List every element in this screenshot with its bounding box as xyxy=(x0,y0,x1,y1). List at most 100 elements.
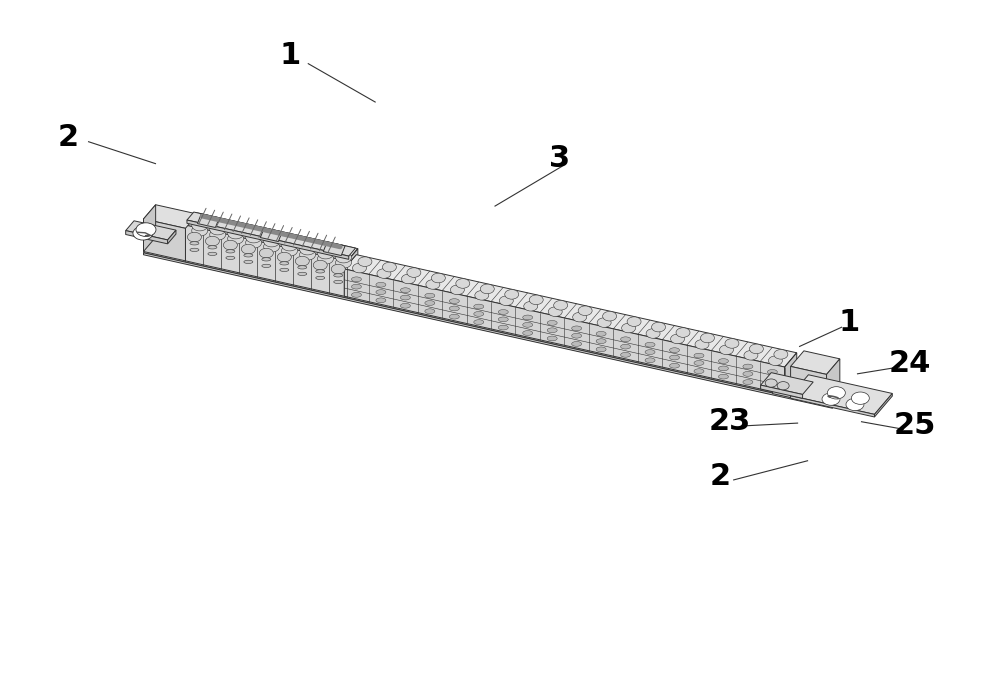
Circle shape xyxy=(431,273,445,283)
Ellipse shape xyxy=(767,377,777,381)
Circle shape xyxy=(136,223,156,237)
Circle shape xyxy=(407,268,421,277)
Ellipse shape xyxy=(645,350,655,355)
Ellipse shape xyxy=(316,276,325,279)
Polygon shape xyxy=(143,204,198,228)
Ellipse shape xyxy=(767,370,777,375)
Ellipse shape xyxy=(645,342,655,347)
Circle shape xyxy=(774,350,788,359)
Polygon shape xyxy=(773,390,803,401)
Circle shape xyxy=(277,252,291,262)
Ellipse shape xyxy=(523,331,533,335)
Polygon shape xyxy=(785,353,797,394)
Circle shape xyxy=(426,280,440,289)
Ellipse shape xyxy=(316,270,325,273)
Polygon shape xyxy=(185,213,358,261)
Circle shape xyxy=(554,300,568,310)
Polygon shape xyxy=(187,212,356,256)
Circle shape xyxy=(205,236,219,246)
Ellipse shape xyxy=(280,262,289,265)
Polygon shape xyxy=(827,359,840,403)
Circle shape xyxy=(597,318,611,327)
Circle shape xyxy=(851,392,869,404)
Circle shape xyxy=(573,312,587,322)
Ellipse shape xyxy=(351,284,361,289)
Polygon shape xyxy=(197,214,219,228)
Ellipse shape xyxy=(694,369,704,374)
Circle shape xyxy=(646,329,660,338)
Circle shape xyxy=(318,248,334,259)
Circle shape xyxy=(475,291,489,300)
Ellipse shape xyxy=(547,328,557,333)
Circle shape xyxy=(282,240,298,251)
Ellipse shape xyxy=(262,258,271,261)
Circle shape xyxy=(352,263,366,273)
Circle shape xyxy=(768,356,782,366)
Ellipse shape xyxy=(498,325,508,330)
Circle shape xyxy=(192,220,208,231)
Ellipse shape xyxy=(596,339,606,344)
Ellipse shape xyxy=(621,353,631,357)
Ellipse shape xyxy=(208,252,217,255)
Circle shape xyxy=(480,284,494,294)
Ellipse shape xyxy=(425,293,435,298)
Polygon shape xyxy=(126,221,176,240)
Circle shape xyxy=(210,224,226,235)
Ellipse shape xyxy=(351,277,361,282)
Polygon shape xyxy=(791,396,874,417)
Ellipse shape xyxy=(425,300,435,305)
Ellipse shape xyxy=(694,353,704,358)
Circle shape xyxy=(548,307,562,316)
Polygon shape xyxy=(143,253,833,408)
Circle shape xyxy=(133,226,153,240)
Ellipse shape xyxy=(474,304,484,309)
Circle shape xyxy=(336,252,352,263)
Ellipse shape xyxy=(298,272,307,276)
Ellipse shape xyxy=(449,306,459,311)
Ellipse shape xyxy=(190,241,199,245)
Text: 24: 24 xyxy=(888,349,931,378)
Ellipse shape xyxy=(208,246,217,249)
Ellipse shape xyxy=(449,298,459,303)
Circle shape xyxy=(246,232,262,243)
Circle shape xyxy=(300,244,316,255)
Ellipse shape xyxy=(298,265,307,269)
Circle shape xyxy=(241,244,255,254)
Circle shape xyxy=(627,317,641,327)
Circle shape xyxy=(846,399,864,411)
Ellipse shape xyxy=(474,320,484,324)
Polygon shape xyxy=(344,255,797,367)
Polygon shape xyxy=(344,269,785,394)
Ellipse shape xyxy=(334,274,343,277)
Ellipse shape xyxy=(767,385,777,390)
Ellipse shape xyxy=(670,355,680,360)
Ellipse shape xyxy=(425,309,435,314)
Polygon shape xyxy=(761,385,803,399)
Circle shape xyxy=(313,260,327,270)
Text: 1: 1 xyxy=(280,41,301,70)
Circle shape xyxy=(331,264,345,274)
Circle shape xyxy=(228,233,244,244)
Circle shape xyxy=(223,240,237,250)
Circle shape xyxy=(450,285,464,295)
Ellipse shape xyxy=(547,336,557,341)
Ellipse shape xyxy=(334,281,343,283)
Polygon shape xyxy=(347,248,358,297)
Circle shape xyxy=(282,245,298,256)
Ellipse shape xyxy=(572,333,582,338)
Text: 23: 23 xyxy=(709,407,751,436)
Circle shape xyxy=(676,328,690,338)
Ellipse shape xyxy=(498,317,508,322)
Ellipse shape xyxy=(547,320,557,325)
Circle shape xyxy=(264,236,280,247)
Circle shape xyxy=(765,379,777,387)
Ellipse shape xyxy=(376,298,386,303)
Circle shape xyxy=(377,269,391,279)
Circle shape xyxy=(529,295,543,305)
Circle shape xyxy=(524,301,538,311)
Polygon shape xyxy=(187,220,349,259)
Circle shape xyxy=(505,289,519,299)
Circle shape xyxy=(603,311,617,321)
Ellipse shape xyxy=(400,303,410,308)
Circle shape xyxy=(822,393,840,405)
